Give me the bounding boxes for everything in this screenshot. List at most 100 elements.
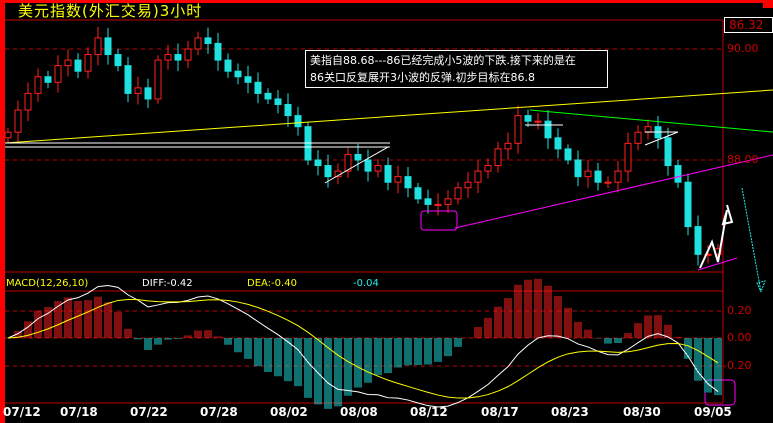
frame-corner — [763, 0, 773, 8]
candle-body — [234, 70, 242, 78]
candle-body — [374, 165, 382, 172]
candle-body — [344, 153, 352, 172]
candle-body — [504, 142, 512, 150]
triangle-pattern — [644, 131, 679, 146]
candle-body — [414, 187, 422, 200]
x-label: 07/18 — [60, 405, 98, 419]
candle-body — [34, 76, 42, 94]
candle-body — [104, 37, 112, 56]
frame-top — [0, 0, 773, 3]
candle-body — [524, 115, 532, 122]
candle-body — [494, 148, 502, 167]
candle-body — [114, 54, 122, 67]
candle-body — [404, 176, 412, 189]
x-label: 08/08 — [340, 405, 378, 419]
triangle-pattern — [324, 146, 390, 184]
candle-body — [164, 54, 172, 61]
candle-body — [684, 181, 692, 228]
candle-body — [564, 148, 572, 161]
chart-title: 美元指数(外汇交易)3小时 — [18, 2, 203, 20]
candle-body — [584, 170, 592, 178]
price-tick: 90.00 — [727, 42, 759, 55]
x-label: 07/22 — [130, 405, 168, 419]
candle-body — [534, 120, 542, 123]
macd-tick: 0.20 — [727, 304, 752, 317]
annotation-line: 86关口反复展开3小波的反弹.初步目标在86.8 — [310, 71, 535, 84]
candle-body — [544, 120, 552, 139]
candle-body — [224, 59, 232, 72]
trend-line — [4, 89, 773, 144]
x-label: 08/23 — [551, 405, 589, 419]
candle-body — [204, 37, 212, 44]
candle-body — [364, 159, 372, 172]
candle-body — [74, 59, 82, 72]
candle-body — [244, 76, 252, 83]
trend-line — [529, 109, 773, 133]
candle-body — [454, 187, 462, 200]
candle-body — [314, 159, 322, 167]
candle-body — [614, 170, 622, 183]
candle-body — [624, 142, 632, 172]
diff-value: DIFF:-0.42 — [142, 278, 193, 289]
candle-body — [644, 126, 652, 133]
candle-body — [474, 170, 482, 183]
candle-body — [14, 109, 22, 133]
macd-tick: -0.20 — [723, 359, 752, 372]
forecast-arrow-up — [699, 204, 734, 269]
dea-value: DEA:-0.40 — [247, 278, 297, 289]
x-label: 09/05 — [694, 405, 732, 419]
highlight-box — [420, 210, 458, 231]
candle-body — [94, 37, 102, 56]
candle-body — [594, 170, 602, 183]
candle-body — [154, 59, 162, 100]
candle-body — [394, 176, 402, 183]
diff-line — [7, 284, 719, 408]
candle-body — [484, 165, 492, 172]
candle-body — [514, 115, 522, 144]
candle-body — [284, 104, 292, 117]
x-label: 07/28 — [200, 405, 238, 419]
macd-value: -0.04 — [353, 278, 379, 289]
x-label: 08/02 — [270, 405, 308, 419]
macd-label: MACD(12,26,10) — [6, 278, 89, 289]
price-tick: 88.00 — [727, 153, 759, 166]
candle-body — [84, 54, 92, 72]
candle-body — [354, 153, 362, 161]
candle-body — [4, 131, 12, 139]
candle-body — [194, 37, 202, 50]
frame-left — [0, 0, 5, 423]
candle-body — [44, 76, 52, 83]
candle-body — [434, 203, 442, 206]
candle-body — [124, 65, 132, 94]
candle-body — [634, 131, 642, 144]
macd-tick: 0.00 — [727, 331, 752, 344]
candle-body — [134, 87, 142, 94]
candle-body — [264, 92, 272, 100]
candle-body — [64, 59, 72, 67]
annotation-box: 美指自88.68---86已经完成小5波的下跌.接下来的是在 86关口反复展开3小… — [305, 50, 608, 88]
candle-body — [694, 226, 702, 255]
candle-body — [424, 198, 432, 205]
last-price: 86.32 — [724, 17, 773, 33]
forecast-arrow-down — [741, 187, 766, 293]
x-label: 08/17 — [481, 405, 519, 419]
trend-line — [454, 154, 773, 229]
candle-body — [464, 181, 472, 189]
candle-body — [604, 181, 612, 184]
candle-body — [24, 92, 32, 111]
candle-body — [144, 87, 152, 100]
trend-line — [697, 257, 738, 271]
annotation-line: 美指自88.68---86已经完成小5波的下跌.接下来的是在 — [310, 54, 576, 67]
dea-line — [7, 298, 719, 399]
highlight-box — [704, 379, 736, 406]
candle-body — [324, 165, 332, 178]
candle-body — [384, 165, 392, 183]
x-label: 07/12 — [3, 405, 41, 419]
candle-body — [554, 137, 562, 150]
candle-body — [664, 137, 672, 167]
candle-body — [54, 65, 62, 83]
candle-body — [674, 165, 682, 183]
candle-body — [214, 42, 222, 61]
